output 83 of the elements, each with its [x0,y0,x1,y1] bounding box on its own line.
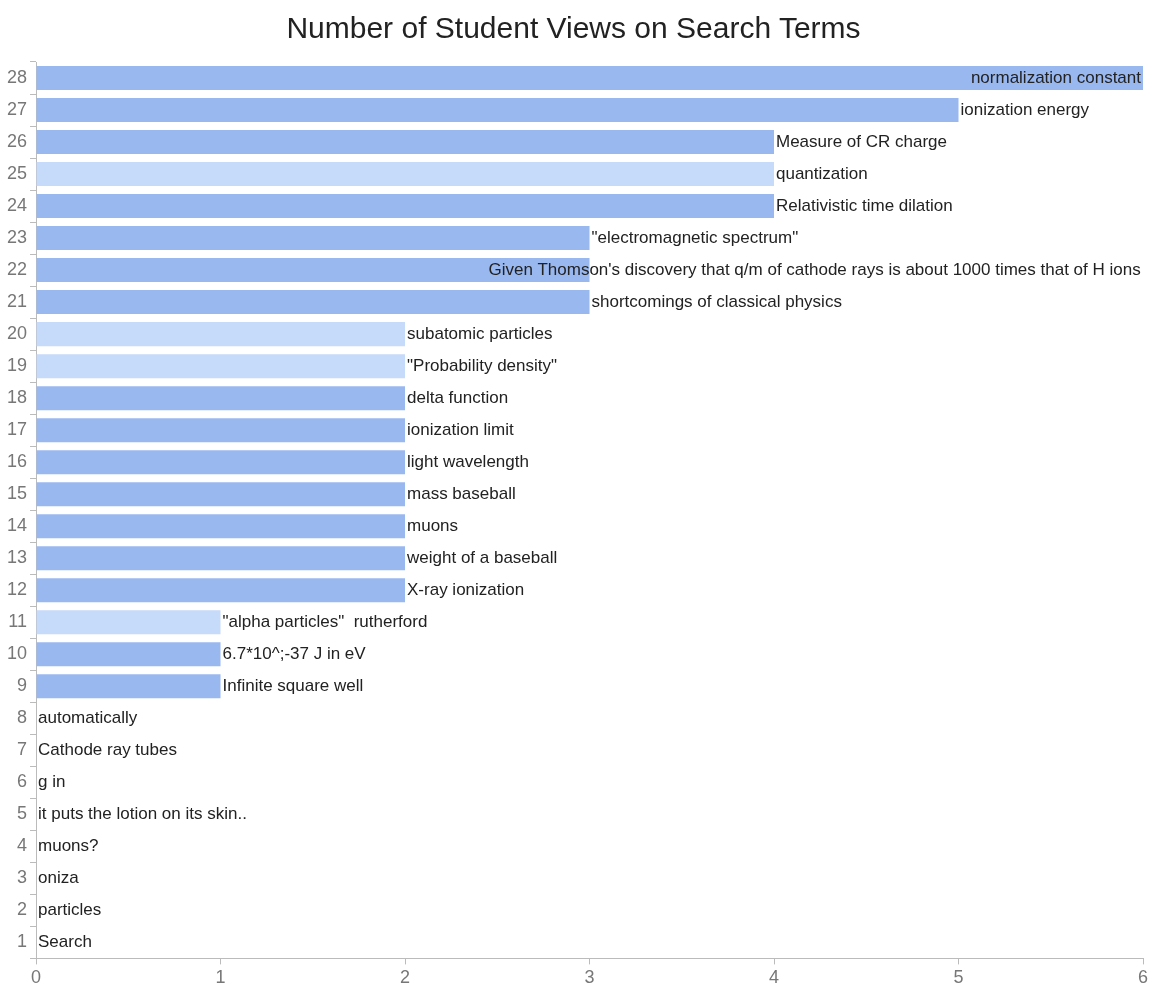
y-tick-label: 28 [6,66,28,87]
y-tick-label: 6 [17,771,28,792]
bar [36,386,406,411]
x-tick-label: 5 [953,967,964,988]
annotation: it puts the lotion on its skin.. [38,804,247,824]
annotation: normalization constant [970,67,1142,87]
annotation: Relativistic time dilation [776,195,953,215]
annotation: ionization energy [960,99,1090,119]
y-tick-label: 15 [6,483,28,504]
y-tick-label: 24 [6,195,28,216]
annotation: Search [38,932,92,952]
annotation: Cathode ray tubes [38,739,177,759]
bar [36,578,406,603]
y-tick-label: 16 [6,451,28,472]
x-tick-label: 1 [215,967,226,988]
annotation: automatically [38,707,138,727]
bar [36,418,406,443]
annotation: Measure of CR charge [776,131,948,151]
y-tick-label: 21 [6,291,28,312]
y-tick-label: 4 [17,835,28,856]
bar [36,482,406,507]
annotation: light wavelength [407,451,529,471]
x-tick-label: 2 [400,967,411,988]
annotation: particles [38,900,102,920]
y-tick-label: 8 [17,707,28,728]
y-tick-label: 7 [17,739,28,760]
annotation: ionization limit [407,419,515,439]
y-tick-label: 27 [6,98,28,119]
annotation: Given Thomson's discovery that q/m of cathode rays is about 1000 times that of H ions [488,259,1141,279]
y-tick-label: 9 [17,675,28,696]
y-tick-label: 5 [17,803,28,824]
y-tick-label: 3 [17,867,28,888]
annotation: subatomic particles [407,323,553,343]
x-tick-label: 4 [769,967,780,988]
annotation: muons [407,515,459,535]
annotation: shortcomings of classical physics [591,291,842,311]
annotation: quantization [776,163,868,183]
annotation: 6.7*10^;-37 J in eV [222,643,367,663]
bar [36,290,590,315]
annotation: Infinite square well [222,675,364,695]
x-tick-label: 3 [584,967,595,988]
y-tick-label: 13 [6,547,28,568]
bar [36,450,406,475]
bar [36,322,406,347]
bar [36,642,221,667]
y-tick-label: 2 [17,899,28,920]
bar [36,546,406,571]
annotation: delta function [407,387,509,407]
annotation: mass baseball [407,483,516,503]
annotation: oniza [38,868,80,888]
bar [36,674,221,699]
y-tick-label: 19 [6,355,28,376]
y-tick-label: 12 [6,579,28,600]
y-tick-label: 25 [6,163,28,184]
x-tick-label: 6 [1137,967,1149,988]
bar [36,354,406,379]
y-tick-label: 17 [6,419,28,440]
bar [36,610,221,635]
y-tick-label: 20 [6,323,28,344]
y-tick-label: 10 [6,643,28,664]
y-tick-label: 1 [17,931,28,952]
bar [36,226,590,251]
x-tick-label: 0 [31,967,42,988]
annotation: g in [38,772,66,792]
annotation: muons? [38,836,99,856]
bar [36,66,1143,91]
bar [36,130,775,155]
annotation: weight of a baseball [406,547,558,567]
annotation: "alpha particles" rutherford [222,611,428,631]
bar [36,194,775,219]
y-tick-label: 11 [8,611,28,632]
annotation: "electromagnetic spectrum" [591,227,799,247]
y-tick-label: 23 [6,227,28,248]
y-tick-label: 18 [6,387,28,408]
y-tick-label: 26 [6,131,28,151]
bar [36,514,406,539]
annotation: X-ray ionization [407,579,525,599]
annotation: "Probability density" [407,355,558,375]
chart-title: Number of Student Views on Search Terms [286,11,861,45]
bar [36,162,775,187]
bar [36,98,959,123]
y-tick-label: 14 [6,515,28,536]
y-tick-label: 22 [6,259,28,280]
